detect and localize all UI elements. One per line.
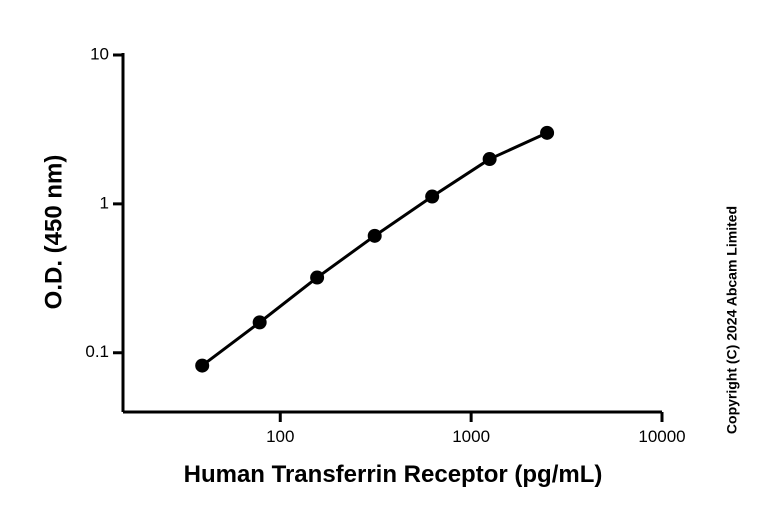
y-tick-label: 1 — [100, 193, 109, 212]
x-tick-label: 10000 — [638, 427, 685, 446]
x-tick-label: 1000 — [452, 427, 490, 446]
data-point — [425, 189, 440, 204]
y-tick-label: 10 — [90, 44, 109, 63]
x-tick-label: 100 — [266, 427, 294, 446]
data-point — [367, 228, 382, 243]
data-point — [540, 125, 555, 140]
y-tick-label: 0.1 — [85, 342, 109, 361]
copyright: Copyright (C) 2024 Abcam Limited — [724, 206, 740, 434]
data-point — [195, 358, 210, 373]
data-point — [482, 152, 497, 167]
y-axis-title: O.D. (450 nm) — [40, 155, 67, 310]
series-line — [201, 131, 548, 367]
x-axis-title: Human Transferrin Receptor (pg/mL) — [184, 461, 603, 488]
data-point — [252, 315, 267, 330]
data-point — [310, 270, 325, 285]
